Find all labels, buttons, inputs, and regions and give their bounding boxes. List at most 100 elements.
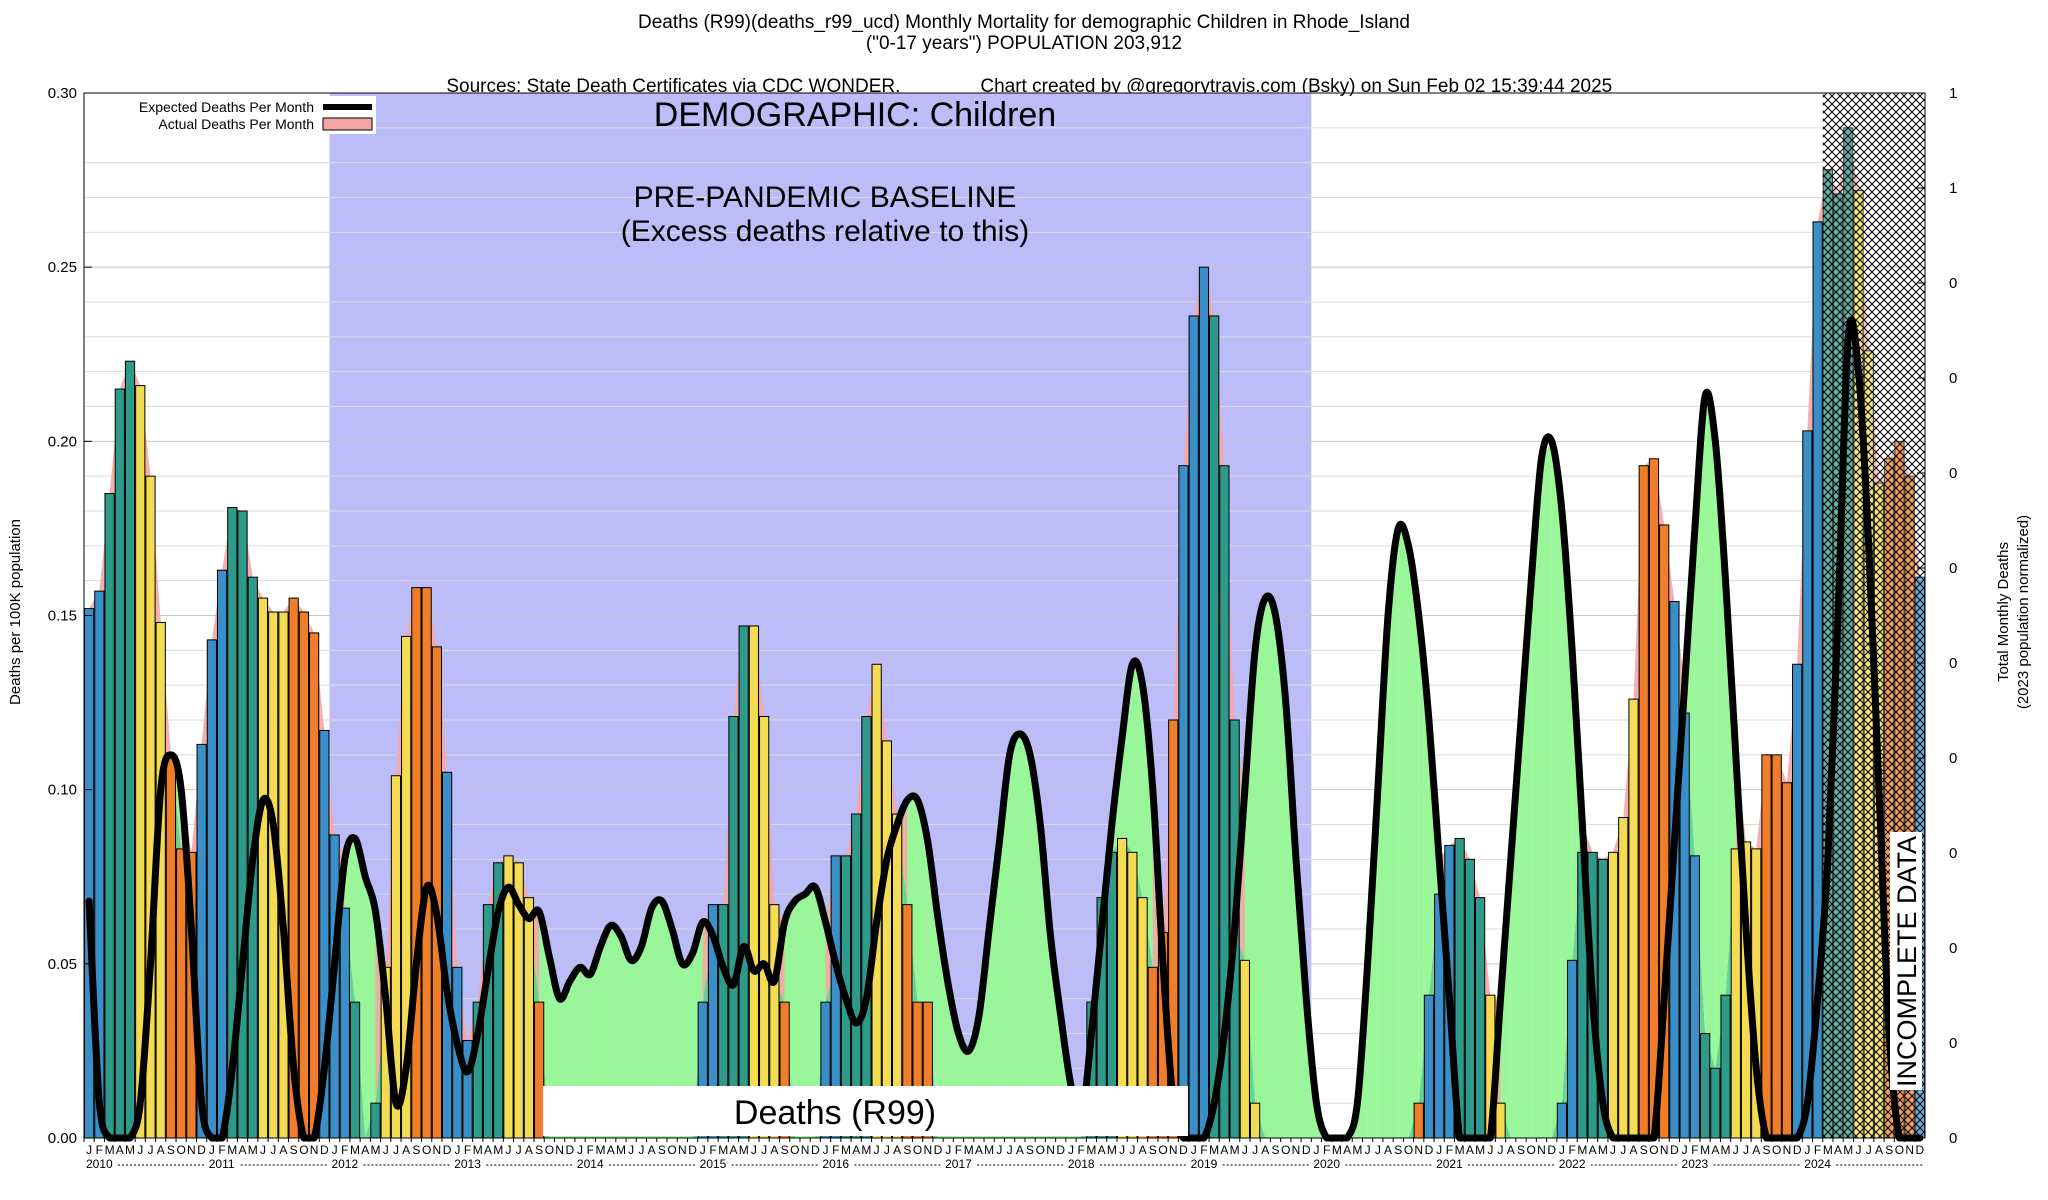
y2-tick-label: 0 <box>1949 1035 1957 1052</box>
month-tick-label: N <box>1169 1143 1178 1157</box>
month-tick-label: J <box>1866 1143 1872 1157</box>
month-tick-label: J <box>1682 1143 1688 1157</box>
month-tick-label: M <box>125 1143 135 1157</box>
month-tick-label: A <box>1711 1143 1719 1157</box>
actual-bar <box>1178 465 1189 1139</box>
deficit-area-segment <box>672 929 683 1138</box>
year-tick-label: 2010 <box>86 1157 113 1171</box>
month-tick-label: N <box>1046 1143 1055 1157</box>
actual-bar <box>1188 315 1199 1139</box>
legend-label-expected: Expected Deaths Per Month <box>139 99 314 115</box>
month-tick-label: F <box>1814 1143 1821 1157</box>
cause-label: Deaths (R99) <box>734 1094 936 1132</box>
sources-text: Sources: State Death Certificates via CD… <box>446 76 901 97</box>
actual-bar <box>1699 1033 1711 1139</box>
actual-bar <box>114 388 125 1139</box>
month-tick-label: M <box>473 1143 483 1157</box>
month-tick-label: D <box>1547 1143 1556 1157</box>
month-tick-label: J <box>516 1143 522 1157</box>
actual-bar <box>759 716 770 1139</box>
month-tick-label: S <box>1885 1143 1893 1157</box>
month-tick-label: M <box>1230 1143 1240 1157</box>
month-tick-label: N <box>678 1143 687 1157</box>
actual-bar <box>1495 1102 1506 1139</box>
month-tick-label: J <box>823 1143 829 1157</box>
month-tick-label: D <box>565 1143 574 1157</box>
actual-bar <box>421 587 432 1139</box>
y2-tick-label: 0 <box>1949 750 1957 767</box>
month-tick-label: N <box>187 1143 196 1157</box>
actual-bar <box>728 716 739 1139</box>
month-tick-label: J <box>1610 1143 1616 1157</box>
month-tick-label: S <box>658 1143 666 1157</box>
month-tick-label: J <box>1129 1143 1135 1157</box>
month-tick-label: M <box>350 1143 360 1157</box>
chart-title-line3: Sources: State Death Certificates via CD… <box>0 54 2048 98</box>
month-tick-label: M <box>1598 1143 1608 1157</box>
month-tick-label: F <box>218 1143 225 1157</box>
month-tick-label: J <box>454 1143 460 1157</box>
actual-bar <box>1628 698 1639 1139</box>
chart-title-line2: ("0-17 years") POPULATION 203,912 <box>865 33 1183 54</box>
month-tick-label: M <box>248 1143 258 1157</box>
month-tick-label: J <box>1191 1143 1197 1157</box>
month-tick-label: A <box>239 1143 247 1157</box>
month-tick-label: D <box>1056 1143 1065 1157</box>
y2-tick-label: 0 <box>1949 275 1957 292</box>
actual-bar <box>1710 1067 1721 1139</box>
actual-bar <box>748 625 760 1139</box>
year-tick-label: 2016 <box>822 1157 849 1171</box>
month-tick-label: O <box>1404 1143 1413 1157</box>
month-tick-label: A <box>1098 1143 1106 1157</box>
month-tick-label: A <box>116 1143 124 1157</box>
month-tick-label: A <box>1016 1143 1024 1157</box>
actual-bar <box>1209 315 1220 1139</box>
month-tick-label: J <box>761 1143 767 1157</box>
month-tick-label: O <box>1158 1143 1167 1157</box>
actual-bar <box>1618 817 1629 1139</box>
deficit-area-segment <box>1255 598 1266 1138</box>
month-tick-label: J <box>1068 1143 1074 1157</box>
y-axis-label: Deaths per 100K population <box>7 519 24 705</box>
month-tick-label: M <box>739 1143 749 1157</box>
actual-bar <box>165 754 177 1139</box>
month-tick-label: A <box>1220 1143 1228 1157</box>
month-tick-label: M <box>1475 1143 1485 1157</box>
y-tick-label: 0.05 <box>48 956 77 973</box>
month-tick-label: O <box>667 1143 676 1157</box>
actual-bar <box>206 639 217 1139</box>
month-tick-label: O <box>1649 1143 1658 1157</box>
month-tick-label: N <box>1783 1143 1792 1157</box>
month-tick-label: J <box>628 1143 634 1157</box>
actual-bar <box>523 897 535 1139</box>
month-tick-label: J <box>1119 1143 1125 1157</box>
y2-tick-label: 0 <box>1949 655 1957 672</box>
month-tick-label: J <box>884 1143 890 1157</box>
month-tick-label: M <box>1455 1143 1465 1157</box>
deficit-area-segment <box>907 800 918 1003</box>
month-tick-label: O <box>1281 1143 1290 1157</box>
deficit-area-segment <box>610 925 621 1138</box>
month-tick-label: J <box>751 1143 757 1157</box>
y2-tick-label: 0 <box>1949 465 1957 482</box>
month-tick-label: J <box>260 1143 266 1157</box>
year-tick-label: 2012 <box>331 1157 358 1171</box>
actual-bar <box>176 848 187 1139</box>
month-tick-label: N <box>1292 1143 1301 1157</box>
month-tick-label: D <box>1425 1143 1434 1157</box>
month-tick-label: S <box>290 1143 298 1157</box>
month-tick-label: J <box>1242 1143 1248 1157</box>
chart-title-line1: Deaths (R99)(deaths_r99_ucd) Monthly Mor… <box>637 12 1410 33</box>
month-tick-label: J <box>137 1143 143 1157</box>
year-tick-label: 2021 <box>1436 1157 1463 1171</box>
month-tick-label: M <box>493 1143 503 1157</box>
actual-bar <box>104 493 115 1139</box>
deficit-area-segment <box>1132 664 1143 898</box>
actual-bar <box>534 1001 545 1139</box>
month-tick-label: D <box>1179 1143 1188 1157</box>
y-tick-label: 0.10 <box>48 782 77 799</box>
actual-bar <box>1567 959 1578 1139</box>
month-tick-label: J <box>147 1143 153 1157</box>
year-tick-label: 2020 <box>1313 1157 1340 1171</box>
month-tick-label: M <box>227 1143 237 1157</box>
